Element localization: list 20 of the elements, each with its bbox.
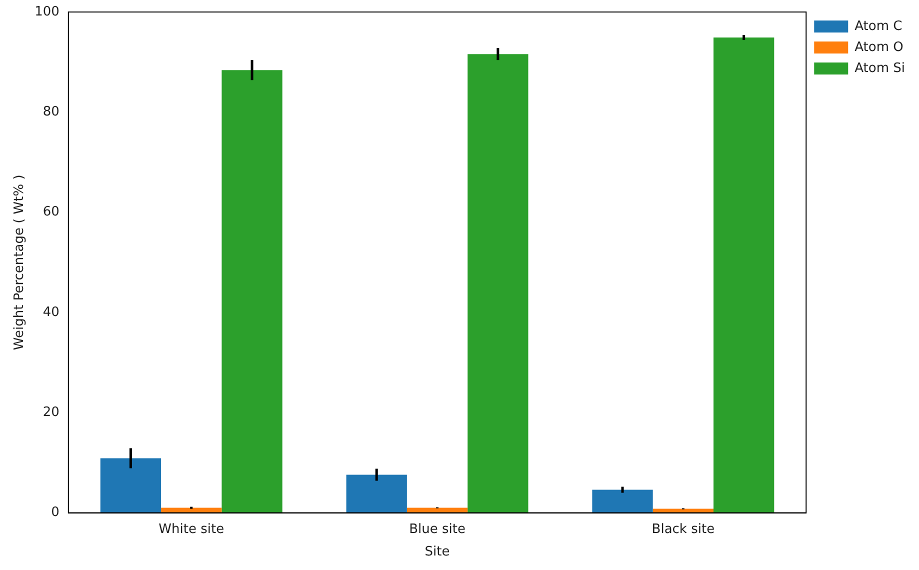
x-tick-label: Black site	[652, 522, 715, 537]
legend-label: Atom C	[854, 18, 902, 34]
x-tick-label: Blue site	[409, 522, 466, 537]
y-tick-label: 60	[42, 204, 60, 220]
bar	[346, 474, 407, 513]
y-tick-label: 40	[42, 304, 60, 320]
y-tick-label: 100	[34, 4, 60, 20]
bar	[468, 54, 528, 513]
y-tick-label: 0	[51, 505, 60, 520]
bar	[100, 458, 162, 513]
bar	[714, 38, 774, 513]
bar	[592, 490, 653, 513]
x-tick-label: White site	[158, 522, 224, 537]
legend-label: Atom O	[854, 40, 904, 55]
legend-label: Atom Si	[854, 60, 905, 76]
bar	[222, 70, 282, 513]
x-axis-title: Site	[424, 544, 450, 560]
y-axis-title: Weight Percentage ( Wt% )	[12, 174, 28, 350]
y-tick-label: 80	[42, 104, 60, 120]
y-tick-label: 20	[42, 405, 60, 420]
